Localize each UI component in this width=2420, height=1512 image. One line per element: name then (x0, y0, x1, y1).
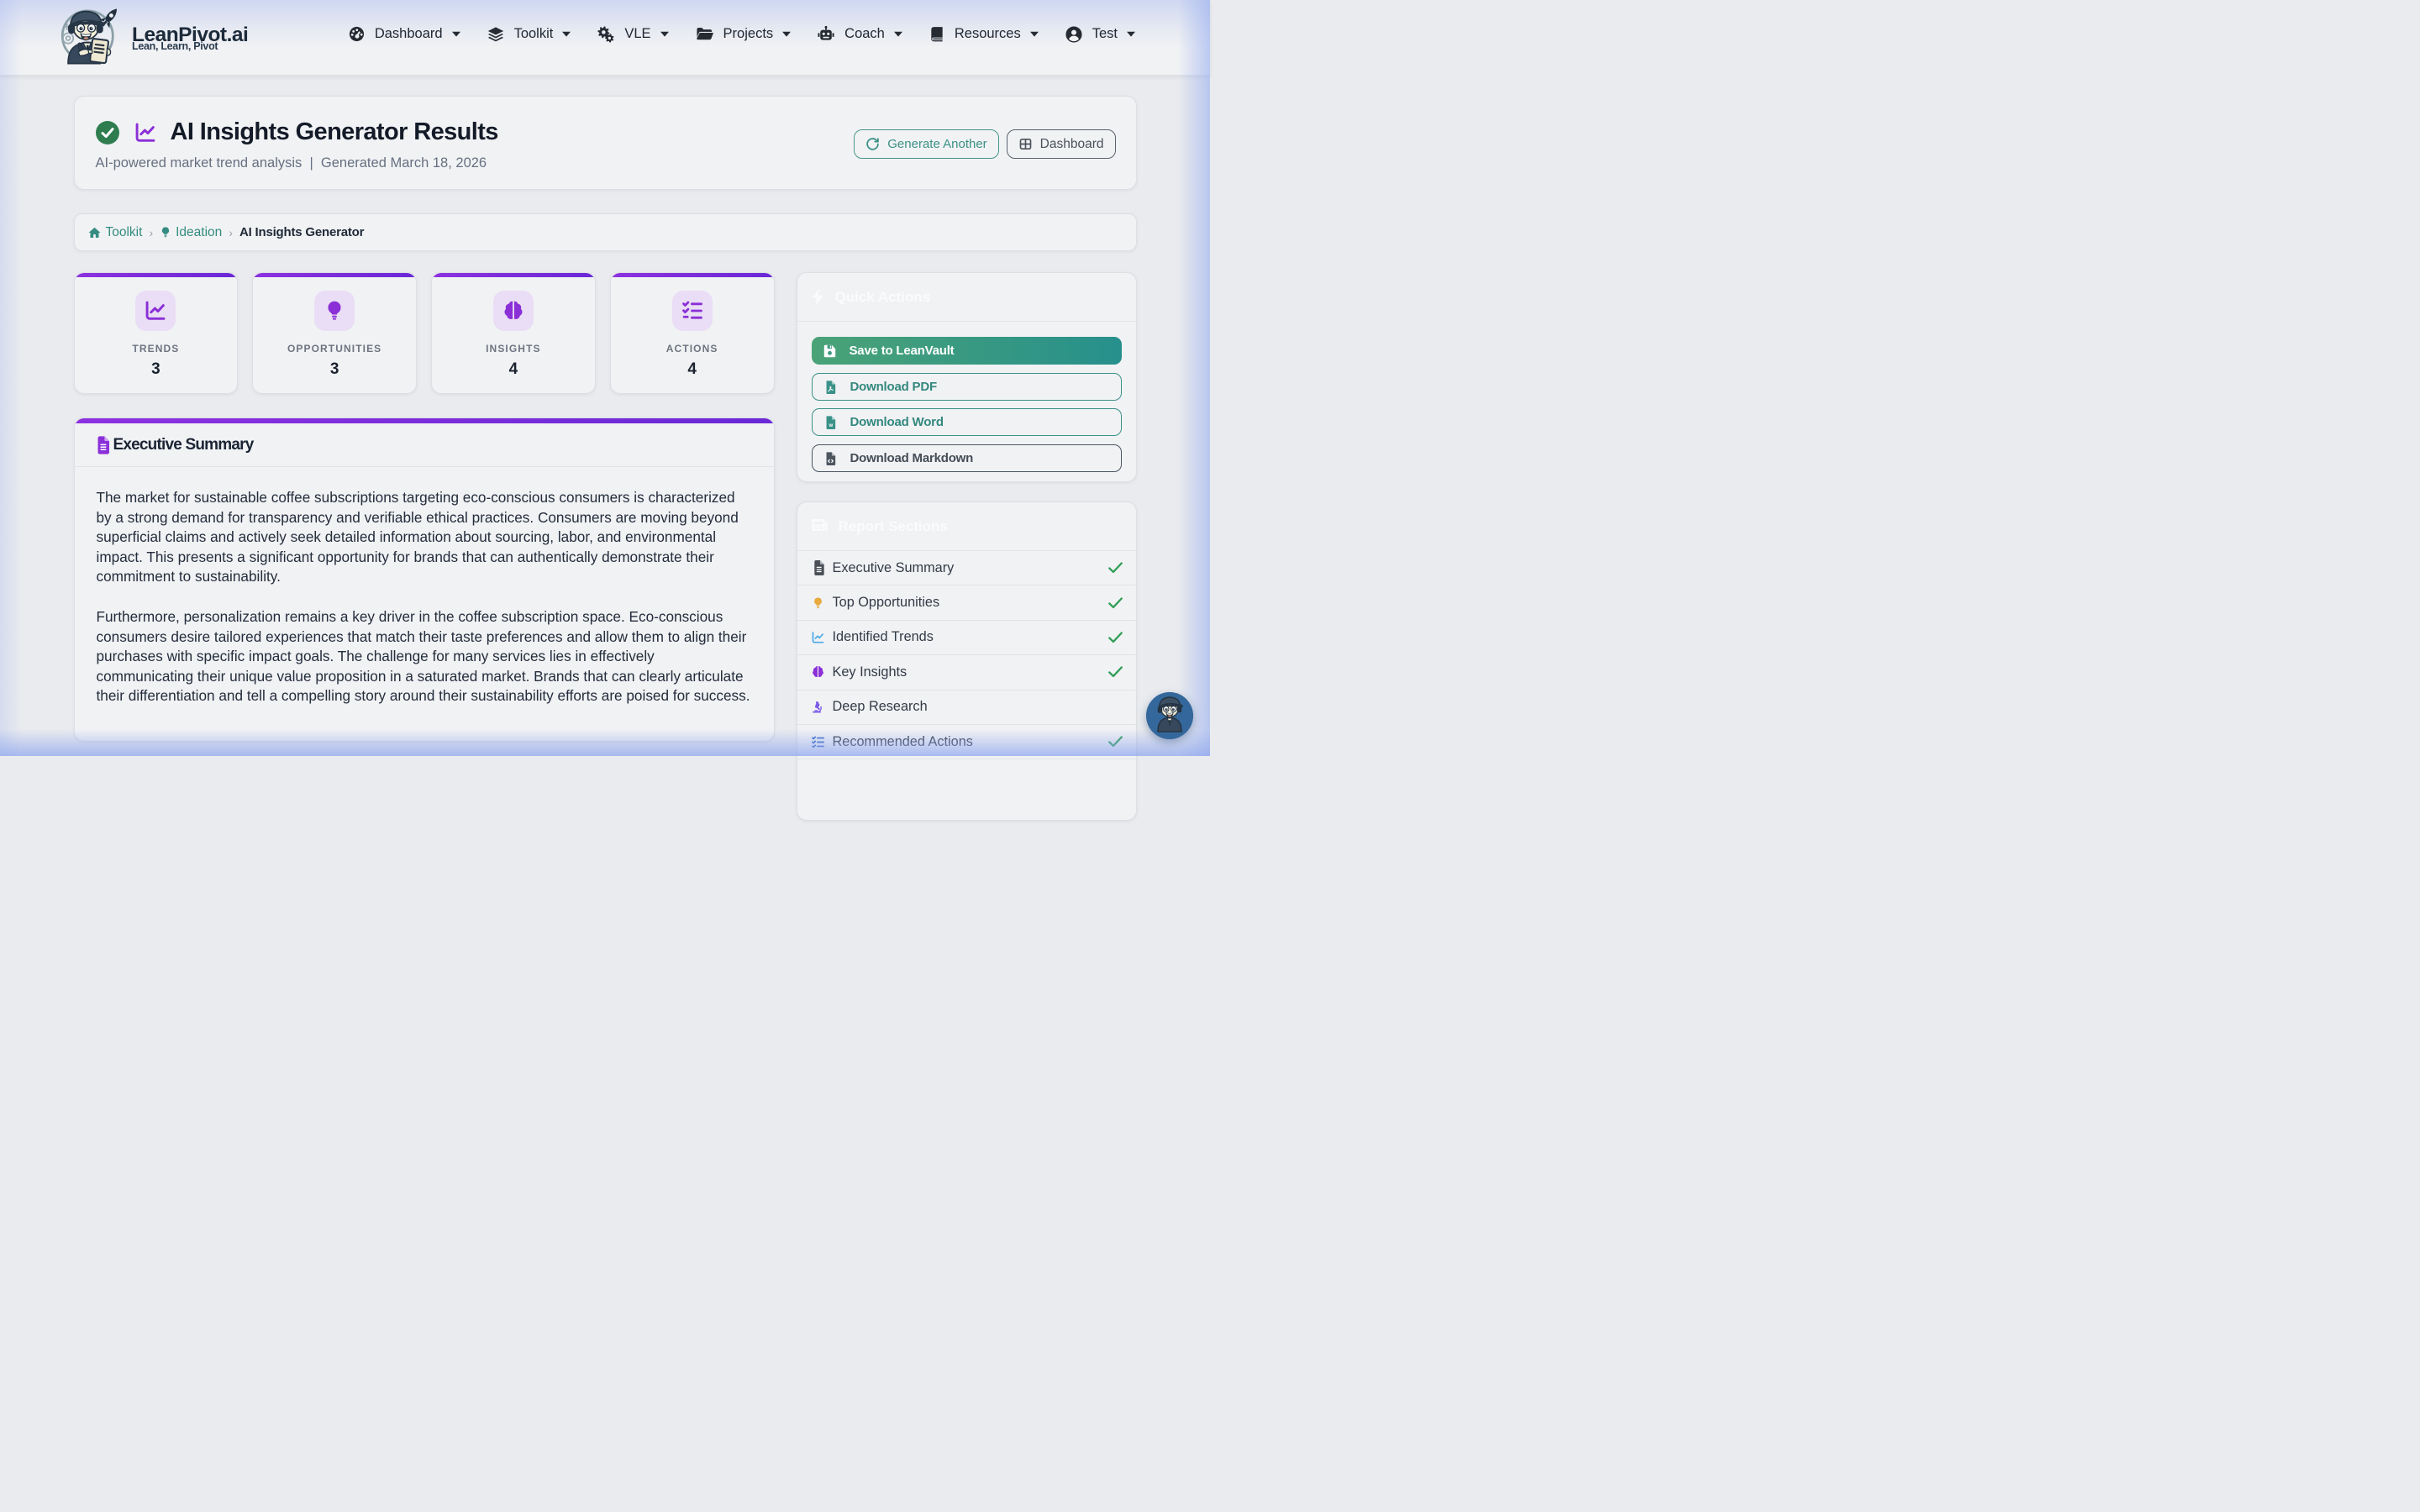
svg-text:w: w (828, 423, 833, 428)
